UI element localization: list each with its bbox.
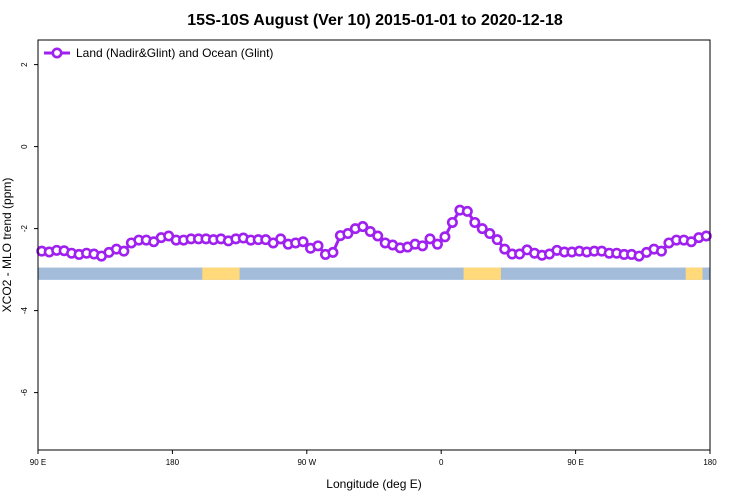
- data-point: [342, 228, 354, 240]
- data-point: [312, 240, 324, 252]
- data-point: [655, 245, 667, 257]
- land-segment: [463, 267, 501, 280]
- y-tick-label: -4: [20, 306, 29, 314]
- plot-frame: [37, 39, 711, 451]
- data-point: [118, 245, 130, 257]
- ocean-band: [38, 267, 710, 280]
- data-point: [364, 225, 376, 237]
- data-point: [439, 231, 451, 243]
- data-point: [357, 221, 369, 233]
- y-axis-label: XCO2 - MLO trend (ppm): [0, 178, 14, 313]
- data-point: [424, 233, 436, 245]
- data-point: [484, 228, 496, 240]
- data-point: [297, 236, 309, 248]
- x-tick-label: 180: [703, 458, 717, 467]
- legend-marker: [51, 47, 63, 59]
- land-segment: [685, 267, 703, 280]
- y-axis-ticks: 2 0 -2 -4 -6: [20, 62, 38, 396]
- x-tick-label: 90 E: [30, 458, 46, 467]
- data-point: [476, 223, 488, 235]
- data-point: [461, 205, 473, 217]
- data-point: [700, 230, 712, 242]
- surface-strip: [38, 267, 710, 280]
- chart-title: 15S-10S August (Ver 10) 2015-01-01 to 20…: [187, 12, 563, 29]
- data-point: [491, 234, 503, 246]
- x-tick-label: 0: [439, 458, 444, 467]
- data-point: [499, 243, 511, 255]
- data-point: [372, 230, 384, 242]
- data-point: [431, 238, 443, 250]
- data-point: [327, 246, 339, 258]
- data-point: [417, 240, 429, 252]
- legend: Land (Nadir&Glint) and Ocean (Glint): [44, 46, 273, 60]
- land-segment: [202, 267, 240, 280]
- x-tick-label: 180: [166, 458, 180, 467]
- y-tick-label: -6: [20, 388, 29, 396]
- legend-entry-label: Land (Nadir&Glint) and Ocean (Glint): [76, 46, 273, 60]
- data-point: [275, 233, 287, 245]
- y-tick-label: 0: [20, 144, 29, 149]
- series-layer: [36, 204, 712, 262]
- data-point: [446, 216, 458, 228]
- x-tick-label: 90 W: [297, 458, 316, 467]
- x-axis-label: Longitude (deg E): [326, 477, 421, 491]
- y-tick-label: -2: [20, 224, 29, 232]
- x-tick-label: 90 E: [567, 458, 583, 467]
- x-axis-ticks: 90 E 180 90 W 0 90 E 180: [30, 450, 717, 467]
- y-tick-label: 2: [20, 62, 29, 67]
- data-point: [469, 216, 481, 228]
